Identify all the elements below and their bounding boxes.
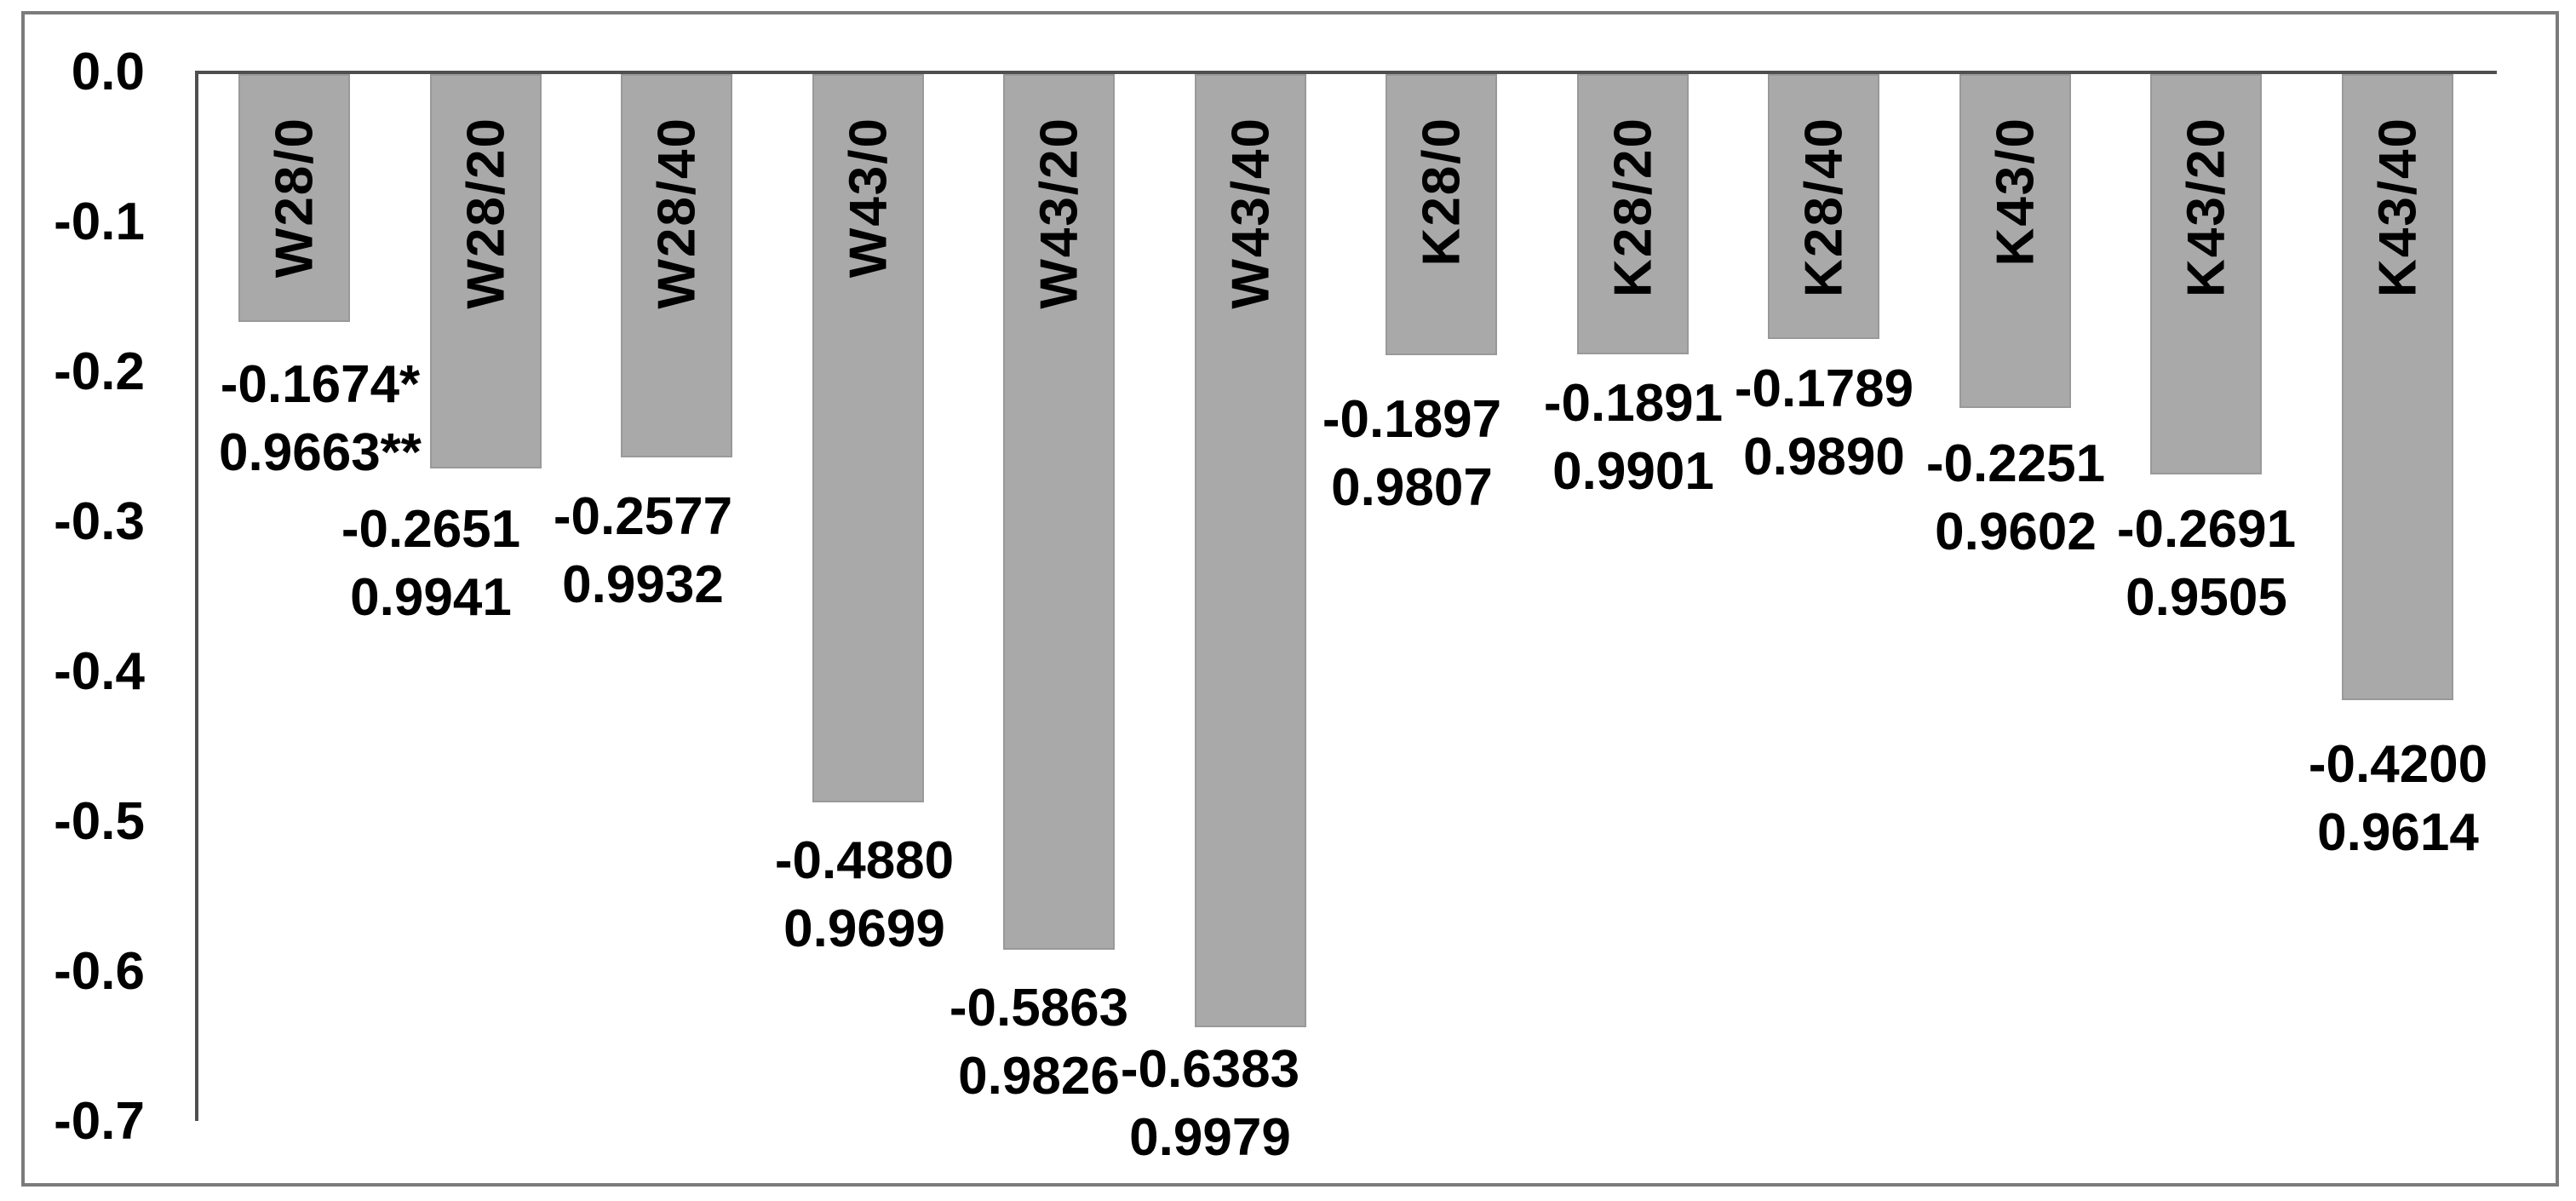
bar-value-labels: -0.6383 0.9979 (955, 1036, 1466, 1172)
bar: W43/0 (812, 74, 924, 802)
bar-value-labels: -0.4880 0.9699 (609, 827, 1120, 963)
value-line-slope: -0.6383 (1120, 1040, 1300, 1099)
bar-category-label: W43/0 (839, 117, 898, 279)
value-line-r2: 0.9614 (2317, 803, 2479, 862)
y-axis-tick-label: -0.1 (54, 193, 145, 251)
value-line-r2: 0.9901 (1552, 442, 1714, 501)
bar-value-labels: -0.1897 0.9807 (1156, 386, 1667, 522)
y-axis-tick-label: -0.5 (54, 792, 145, 851)
value-line-r2: 0.9663** (219, 423, 422, 482)
bar-value-labels: -0.2251 0.9602 (1760, 430, 2271, 566)
value-line-slope: -0.2577 (553, 487, 733, 546)
bar: W28/40 (621, 74, 732, 457)
bar-category-label: W28/0 (265, 117, 324, 279)
bar: K43/20 (2150, 74, 2262, 474)
bar-category-label: W28/20 (456, 117, 515, 309)
bar-value-labels: -0.4200 0.9614 (2143, 731, 2576, 867)
value-line-slope: -0.5863 (949, 979, 1129, 1037)
bar-category-label: K28/40 (1794, 117, 1853, 297)
bar-value-labels: -0.2651 0.9941 (175, 496, 686, 632)
value-line-slope: -0.2651 (341, 500, 521, 559)
y-axis-tick-label: -0.7 (54, 1092, 145, 1151)
bar: K28/0 (1386, 74, 1497, 355)
bar-value-labels: -0.2691 0.9505 (1951, 496, 2462, 632)
value-line-r2: 0.9699 (783, 899, 945, 958)
bar: W43/40 (1195, 74, 1306, 1027)
bar-value-labels: -0.1891 0.9901 (1378, 370, 1889, 506)
bar-category-label: K28/0 (1412, 117, 1471, 267)
bar-value-labels: -0.1789 0.9890 (1569, 355, 2080, 491)
bar: K28/20 (1577, 74, 1689, 354)
bar: W43/20 (1003, 74, 1115, 950)
bar-category-label: W28/40 (647, 117, 706, 309)
bar-value-labels: -0.5863 0.9826 (783, 974, 1294, 1111)
value-line-r2: 0.9890 (1743, 428, 1905, 486)
x-axis-zero-line (195, 71, 2497, 74)
value-line-slope: -0.1674* (220, 355, 421, 414)
value-line-r2: 0.9979 (1129, 1108, 1291, 1167)
bar-value-labels: -0.2577 0.9932 (387, 483, 898, 619)
bar-category-label: K43/20 (2177, 117, 2235, 297)
bar: W28/0 (238, 74, 350, 322)
value-line-r2: 0.9602 (1935, 503, 2097, 561)
bar: W28/20 (430, 74, 542, 468)
value-line-slope: -0.4880 (774, 831, 955, 890)
bar-category-label: W43/20 (1030, 117, 1088, 309)
value-line-r2: 0.9932 (562, 555, 724, 614)
value-line-slope: -0.1897 (1322, 390, 1502, 449)
value-line-r2: 0.9826 (958, 1047, 1120, 1106)
value-line-slope: -0.1789 (1734, 359, 1914, 418)
bar: K43/40 (2342, 74, 2453, 700)
bar-category-label: W43/40 (1221, 117, 1280, 309)
value-line-slope: -0.2691 (2116, 500, 2297, 559)
bar: K28/40 (1768, 74, 1879, 339)
value-line-r2: 0.9941 (350, 568, 512, 627)
bar-category-label: K43/0 (1986, 117, 2045, 267)
value-line-slope: -0.1891 (1543, 374, 1724, 433)
bar: K43/0 (1959, 74, 2071, 408)
value-line-r2: 0.9807 (1331, 458, 1493, 517)
y-axis-tick-label: -0.2 (54, 342, 145, 401)
y-axis-line (195, 71, 198, 1121)
y-axis-tick-label: -0.4 (54, 642, 145, 701)
y-axis-tick-label: -0.3 (54, 492, 145, 551)
bar-category-label: K28/20 (1604, 117, 1662, 297)
bar-value-labels: -0.1674* 0.9663** (65, 351, 576, 487)
value-line-slope: -0.4200 (2308, 735, 2488, 794)
y-axis-tick-label: -0.6 (54, 942, 145, 1001)
value-line-slope: -0.2251 (1925, 434, 2106, 493)
value-line-r2: 0.9505 (2126, 568, 2287, 627)
y-axis-tick-label: 0.0 (71, 43, 145, 101)
bar-category-label: K43/40 (2368, 117, 2427, 297)
